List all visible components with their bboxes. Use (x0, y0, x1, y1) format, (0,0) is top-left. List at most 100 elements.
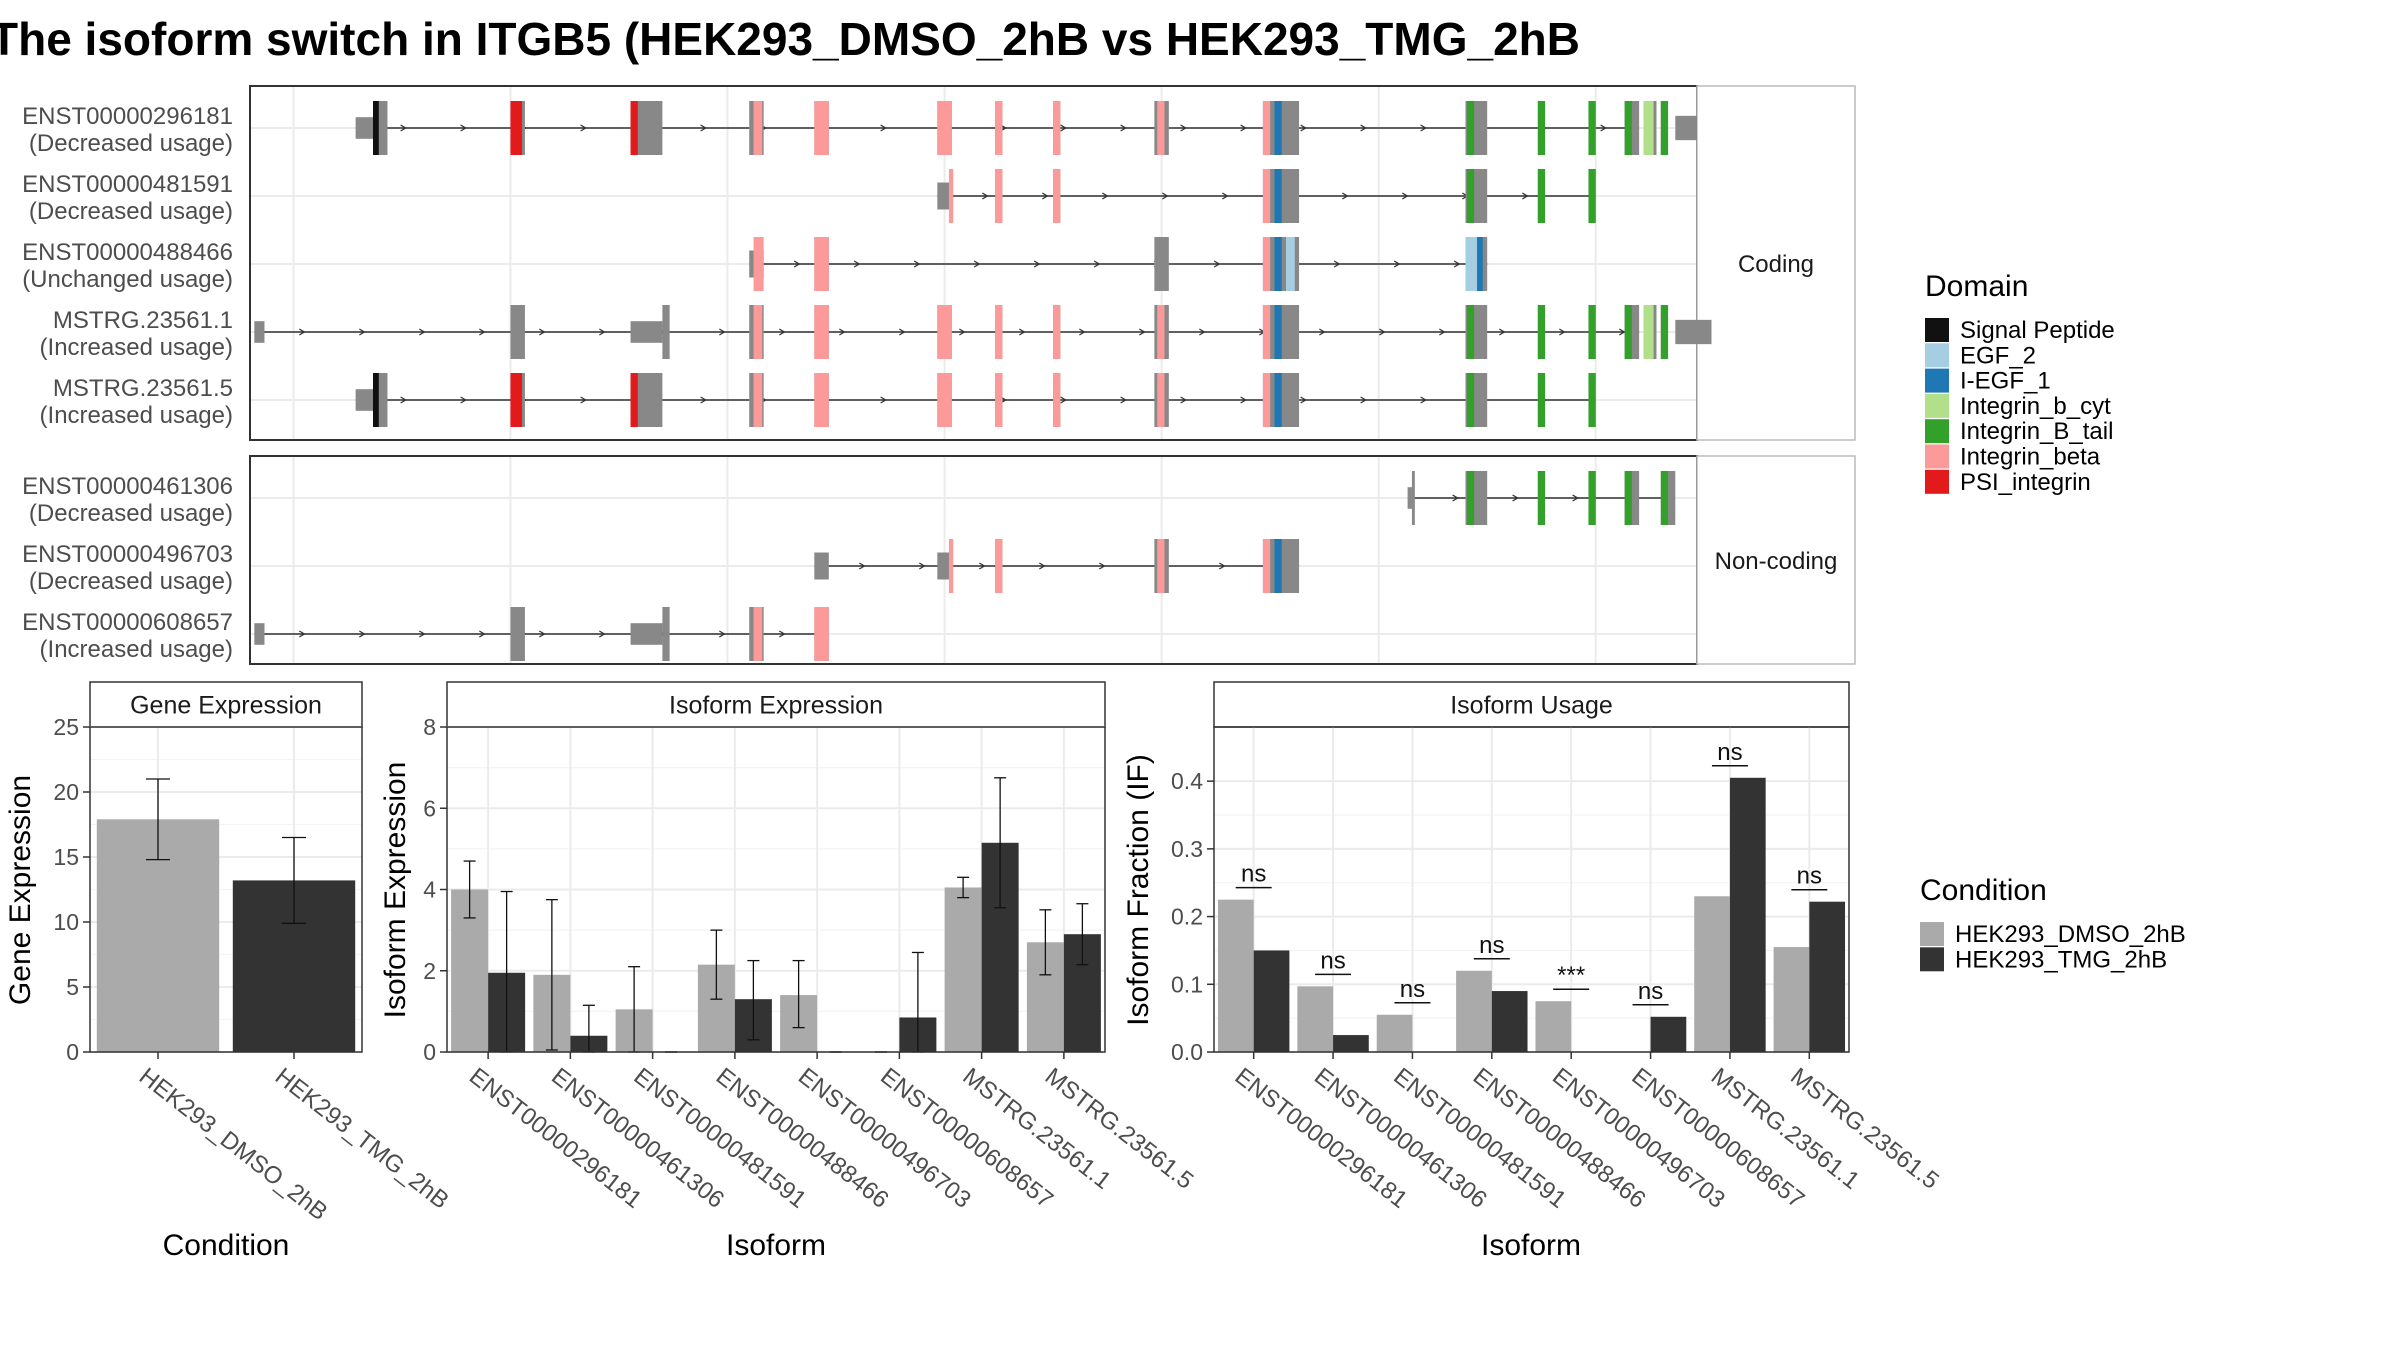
protein-domain (1053, 101, 1061, 155)
domain-legend-title: Domain (1925, 270, 2028, 303)
strand-arrow (299, 328, 306, 336)
exon (510, 305, 525, 359)
exon (937, 552, 952, 580)
exon (630, 623, 663, 645)
x-axis-title: Isoform (726, 1229, 826, 1262)
y-tick-label: 2 (423, 958, 436, 984)
protein-domain (995, 169, 1003, 223)
exon (355, 117, 373, 139)
panel-background (250, 456, 1697, 664)
bar (1376, 1014, 1413, 1052)
transcript-usage-note: (Increased usage) (40, 636, 233, 663)
protein-domain (1465, 237, 1478, 291)
protein-domain (753, 305, 763, 359)
protein-domain (510, 373, 523, 427)
facet-strip (1696, 455, 1856, 665)
protein-domain (1053, 169, 1061, 223)
significance-label: ns (1717, 739, 1742, 766)
y-axis-title: Isoform Expression (379, 762, 412, 1019)
strand-arrow (539, 630, 546, 638)
protein-domain (937, 373, 952, 427)
condition-legend-swatch (1920, 947, 1944, 972)
transcript-name: ENST00000488466 (22, 239, 233, 266)
bar (1253, 950, 1290, 1052)
protein-domain (753, 373, 763, 427)
protein-domain (814, 101, 829, 155)
transcript-name: ENST00000496703 (22, 541, 233, 568)
isoform-usage-panel: Isoform Usage0.00.10.20.30.4nsENST000002… (1122, 681, 1944, 1262)
protein-domain (1262, 169, 1271, 223)
strand-arrow (959, 328, 966, 336)
bar (1773, 947, 1810, 1052)
exon (1675, 319, 1712, 345)
exon (355, 389, 373, 411)
strand-arrow (1240, 124, 1247, 132)
protein-domain (1588, 305, 1596, 359)
x-axis-title: Condition (163, 1229, 290, 1262)
domain-legend-item: PSI_integrin (1925, 469, 2091, 496)
protein-domain (1466, 373, 1475, 427)
strand-arrow (1379, 328, 1386, 336)
strand-arrow (1401, 192, 1409, 200)
protein-domain (630, 101, 638, 155)
bar (1729, 777, 1766, 1052)
protein-domain (753, 237, 764, 291)
protein-domain (948, 169, 954, 223)
exon (630, 321, 663, 343)
strand-arrow (700, 396, 707, 404)
domain-legend-label: I-EGF_1 (1960, 368, 2051, 395)
protein-domain (1537, 101, 1546, 155)
strand-arrow (1420, 124, 1427, 132)
y-tick-label: 0 (423, 1039, 436, 1065)
exon (662, 305, 670, 359)
y-tick-label: 20 (53, 779, 79, 805)
significance-label: ns (1241, 861, 1266, 888)
strand-arrow (1393, 260, 1401, 268)
strand-arrow (1060, 124, 1067, 132)
protein-domain (814, 237, 829, 291)
facet-strip-label: Non-coding (1715, 548, 1838, 575)
y-tick-label: 0.2 (1171, 904, 1203, 930)
protein-domain (372, 101, 379, 155)
strand-arrow (1319, 328, 1326, 336)
transcript-name: ENST00000481591 (22, 171, 233, 198)
transcript-row: ENST00000296181(Decreased usage) (22, 101, 1697, 157)
significance-label: ns (1320, 947, 1345, 974)
strand-arrow (580, 396, 587, 404)
condition-legend-item: HEK293_DMSO_2hB (1920, 921, 2186, 948)
strand-arrow (839, 328, 846, 336)
protein-domain (753, 101, 763, 155)
exon (1675, 115, 1697, 141)
exon (1411, 471, 1415, 525)
transcript-name: ENST00000296181 (22, 103, 233, 130)
strand-arrow (419, 630, 426, 638)
protein-domain (948, 539, 954, 593)
protein-domain (1624, 305, 1632, 359)
panel-strip-label: Gene Expression (130, 692, 322, 720)
domain-legend-item: Integrin_B_tail (1925, 418, 2113, 445)
y-axis-title: Isoform Fraction (IF) (1122, 754, 1155, 1026)
strand-arrow (299, 630, 306, 638)
domain-legend-label: EGF_2 (1960, 342, 2036, 369)
domain-legend-label: Integrin_beta (1960, 444, 2101, 471)
protein-domain (1466, 471, 1475, 525)
domain-legend-swatch (1925, 368, 1949, 393)
x-axis-title: Isoform (1481, 1229, 1581, 1262)
strand-arrow (1213, 260, 1221, 268)
exon (1154, 237, 1169, 291)
strand-arrow (880, 396, 887, 404)
significance-label: ns (1638, 978, 1663, 1005)
y-tick-label: 0.4 (1171, 768, 1203, 794)
transcript-row: ENST00000481591(Decreased usage) (22, 169, 1596, 225)
strand-arrow (1041, 192, 1049, 200)
protein-domain (995, 305, 1003, 359)
strand-arrow (1180, 396, 1187, 404)
strand-arrow (1079, 328, 1086, 336)
transcript-usage-note: (Increased usage) (40, 334, 233, 361)
bar (1650, 1016, 1687, 1052)
bar (944, 887, 982, 1052)
strand-arrow (1033, 260, 1041, 268)
strand-arrow (1572, 494, 1579, 502)
transcript-row: ENST00000496703(Decreased usage) (22, 539, 1300, 595)
